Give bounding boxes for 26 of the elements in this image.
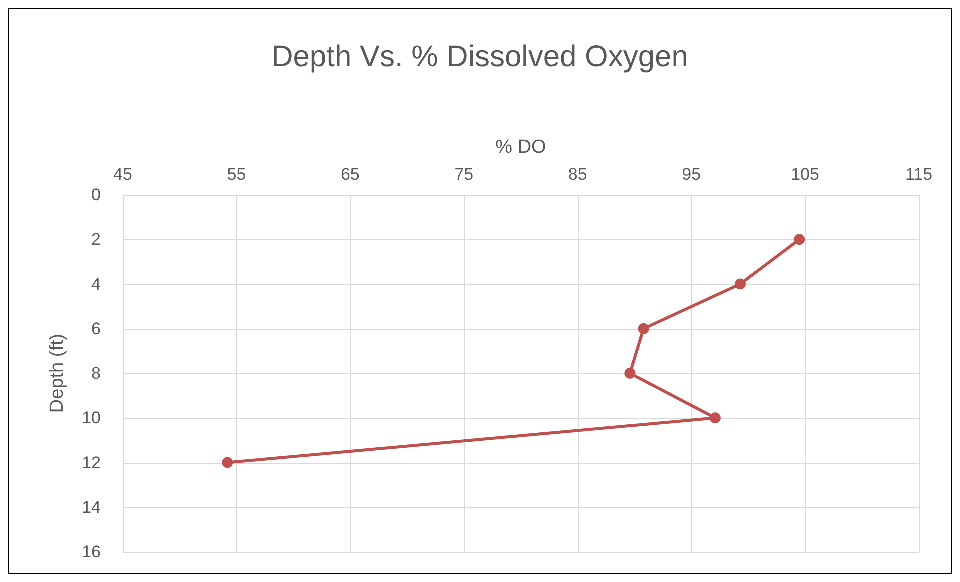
y-tick-label: 12	[82, 453, 101, 472]
x-tick-label: 75	[454, 165, 474, 184]
chart-title: Depth Vs. % Dissolved Oxygen	[272, 40, 688, 74]
point	[624, 368, 636, 379]
y-tick-label: 4	[92, 274, 101, 294]
x-tick-label: 45	[114, 165, 132, 184]
y-tick-label: 6	[92, 319, 101, 338]
y-tick-label: 16	[82, 542, 101, 562]
x-tick-label: 95	[682, 165, 702, 184]
x-tick-label: 65	[340, 165, 360, 184]
x-tick-label: 85	[568, 165, 588, 184]
point	[734, 278, 746, 290]
point	[222, 457, 234, 468]
point	[638, 323, 650, 334]
y-tick-label: 14	[82, 498, 101, 517]
x-tick-label: 105	[791, 165, 820, 184]
point	[794, 234, 806, 246]
x-tick-label: 55	[227, 165, 246, 184]
y-tick-label: 10	[82, 408, 101, 428]
x-axis-title: % DO	[496, 137, 546, 158]
x-tick-label: 115	[905, 165, 933, 184]
y-axis-title: Depth (ft)	[47, 334, 68, 414]
y-tick-label: 0	[92, 186, 101, 204]
point	[710, 412, 721, 424]
y-tick-label: 2	[92, 230, 101, 250]
y-tick-label: 8	[92, 364, 101, 383]
